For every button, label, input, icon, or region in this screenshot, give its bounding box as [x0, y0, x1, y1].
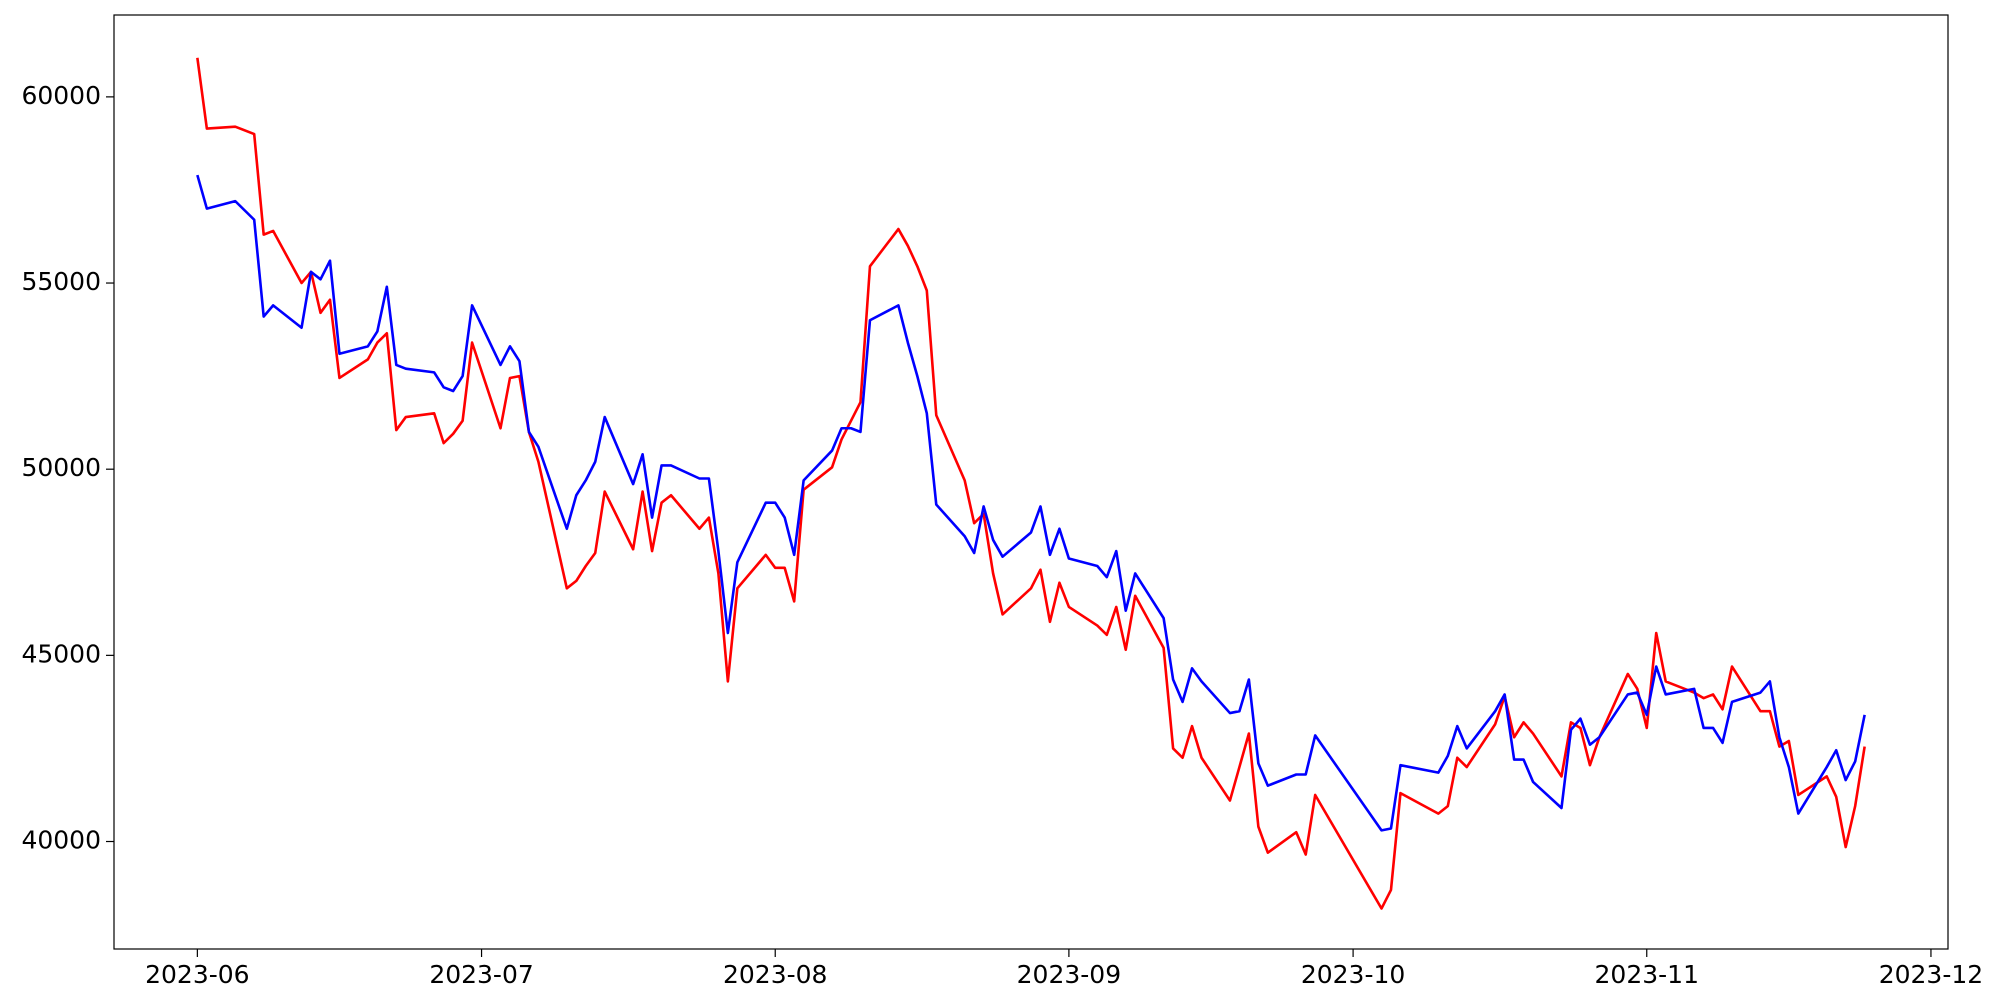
y-tick-label: 40000	[21, 826, 101, 855]
y-tick-label: 50000	[21, 453, 101, 482]
x-tick-label: 2023-06	[145, 960, 249, 989]
x-tick-label: 2023-09	[1017, 960, 1121, 989]
y-tick-label: 60000	[21, 81, 101, 110]
y-tick-label: 45000	[21, 639, 101, 668]
y-tick-label: 55000	[21, 267, 101, 296]
series-line	[196, 57, 1866, 910]
x-tick-label: 2023-12	[1879, 960, 1983, 989]
x-tick-label: 2023-11	[1595, 960, 1699, 989]
x-tick-label: 2023-08	[723, 960, 827, 989]
x-tick-label: 2023-07	[429, 960, 533, 989]
plot-frame	[113, 14, 1949, 950]
series-line	[196, 174, 1866, 832]
x-tick-label: 2023-10	[1301, 960, 1405, 989]
